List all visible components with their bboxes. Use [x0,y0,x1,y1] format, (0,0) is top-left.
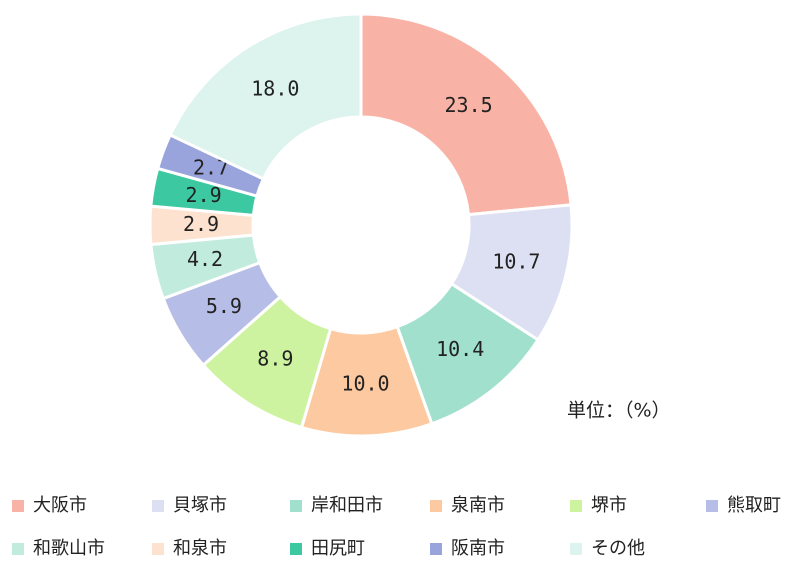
legend-swatch [706,500,718,512]
legend-swatch [430,543,442,555]
legend-label: 泉南市 [451,495,505,516]
data-label: 2.9 [183,212,219,236]
legend-swatch [12,500,24,512]
legend-swatch [12,543,24,555]
legend-swatch [152,500,164,512]
legend-swatch [430,500,442,512]
data-label: 10.4 [436,337,484,361]
legend-label: 貝塚市 [173,495,227,516]
data-label: 8.9 [257,347,293,371]
legend-label: 熊取町 [727,495,781,516]
legend-swatch [290,500,302,512]
legend-swatch [152,543,164,555]
legend-label: 和泉市 [173,538,227,559]
legend-label: 田尻町 [311,538,365,559]
donut-segment [359,12,573,217]
data-label: 18.0 [251,76,299,100]
legend-label: 和歌山市 [33,538,105,559]
unit-label: 単位：（%） [567,400,671,422]
legend-label: 岸和田市 [311,495,383,516]
legend-label: 阪南市 [451,538,505,559]
legend-label: 大阪市 [33,495,87,516]
legend-label: その他 [591,538,645,559]
legend-label: 堺市 [591,495,627,516]
data-label: 23.5 [445,93,493,117]
data-label: 5.9 [206,294,242,318]
donut-segment [168,12,363,181]
legend-swatch [290,543,302,555]
data-label: 10.0 [341,371,389,395]
data-label: 4.2 [187,247,223,271]
legend-swatch [570,500,582,512]
data-label: 10.7 [492,250,540,274]
data-label: 2.9 [186,183,222,207]
legend-swatch [570,543,582,555]
